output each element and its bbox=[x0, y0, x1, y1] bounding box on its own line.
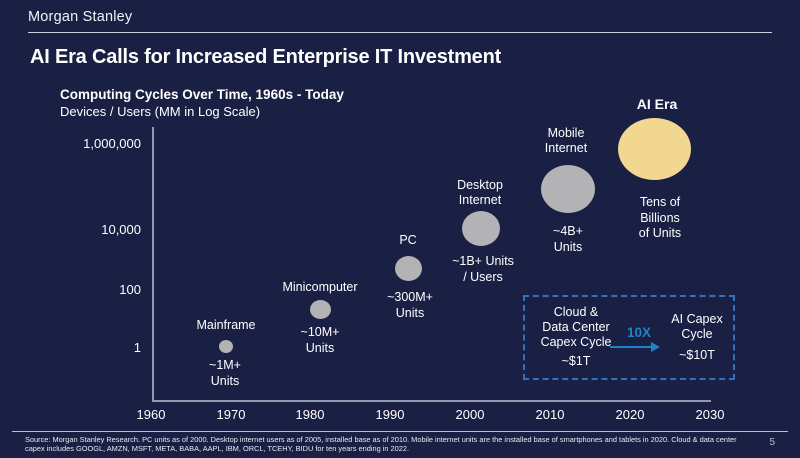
era-label-mainframe: Mainframe bbox=[196, 318, 256, 332]
era-label-mobile-internet: Mobile Internet bbox=[544, 126, 588, 155]
x-tick-2030: 2030 bbox=[695, 407, 725, 422]
cloud-capex-title: Cloud & Data Center Capex Cycle bbox=[540, 305, 612, 349]
capex-callout-box: Cloud & Data Center Capex Cycle ~$1T 10X… bbox=[523, 295, 735, 380]
multiplier-label: 10X bbox=[626, 325, 652, 340]
y-axis-line bbox=[152, 127, 154, 402]
y-tick-100: 100 bbox=[119, 282, 141, 297]
source-note: Source: Morgan Stanley Research. PC unit… bbox=[25, 435, 737, 454]
era-label-minicomputer: Minicomputer bbox=[282, 280, 358, 294]
x-tick-2020: 2020 bbox=[615, 407, 645, 422]
source-note-line1: Source: Morgan Stanley Research. PC unit… bbox=[25, 435, 737, 444]
units-label-mobile-internet: ~4B+ Units bbox=[553, 224, 583, 254]
header-divider bbox=[28, 32, 772, 33]
ai-capex-title: AI Capex Cycle bbox=[671, 312, 723, 341]
y-tick-1: 1 bbox=[133, 340, 141, 355]
bubble-desktop-internet bbox=[462, 211, 500, 246]
x-tick-1980: 1980 bbox=[295, 407, 325, 422]
morgan-stanley-logo: Morgan Stanley bbox=[28, 9, 133, 25]
ai-capex-value: ~$10T bbox=[679, 348, 715, 362]
x-tick-1990: 1990 bbox=[375, 407, 405, 422]
x-tick-2010: 2010 bbox=[535, 407, 565, 422]
y-tick-10000: 10,000 bbox=[101, 222, 141, 237]
page-number: 5 bbox=[769, 437, 775, 448]
source-note-line2: capex includes GOOGL, AMZN, MSFT, META, … bbox=[25, 443, 410, 453]
chart-title: Computing Cycles Over Time, 1960s - Toda… bbox=[60, 87, 344, 102]
arrow-right-icon bbox=[610, 342, 660, 352]
x-tick-2000: 2000 bbox=[455, 407, 485, 422]
x-tick-1970: 1970 bbox=[216, 407, 246, 422]
cloud-capex-value: ~$1T bbox=[561, 354, 591, 368]
era-label-ai-era: AI Era bbox=[636, 96, 678, 112]
y-tick-1000000: 1,000,000 bbox=[83, 136, 141, 151]
units-label-pc: ~300M+ Units bbox=[387, 290, 433, 320]
x-tick-1960: 1960 bbox=[136, 407, 166, 422]
units-label-minicomputer: ~10M+ Units bbox=[300, 325, 340, 355]
units-label-mainframe: ~1M+ Units bbox=[209, 358, 241, 388]
era-label-desktop-internet: Desktop Internet bbox=[457, 178, 503, 207]
bubble-mainframe bbox=[219, 340, 233, 353]
units-label-ai-era: Tens of Billions of Units bbox=[638, 195, 682, 240]
bubble-minicomputer bbox=[310, 300, 331, 319]
x-axis-line bbox=[152, 400, 711, 402]
footer-divider bbox=[12, 431, 788, 432]
era-label-pc: PC bbox=[399, 233, 417, 247]
bubble-ai-era bbox=[618, 118, 691, 180]
chart-subtitle: Devices / Users (MM in Log Scale) bbox=[60, 104, 261, 119]
bubble-pc bbox=[395, 256, 422, 281]
units-label-desktop-internet: ~1B+ Units / Users bbox=[452, 254, 514, 284]
page-title: AI Era Calls for Increased Enterprise IT… bbox=[30, 46, 502, 68]
bubble-mobile-internet bbox=[541, 165, 595, 213]
